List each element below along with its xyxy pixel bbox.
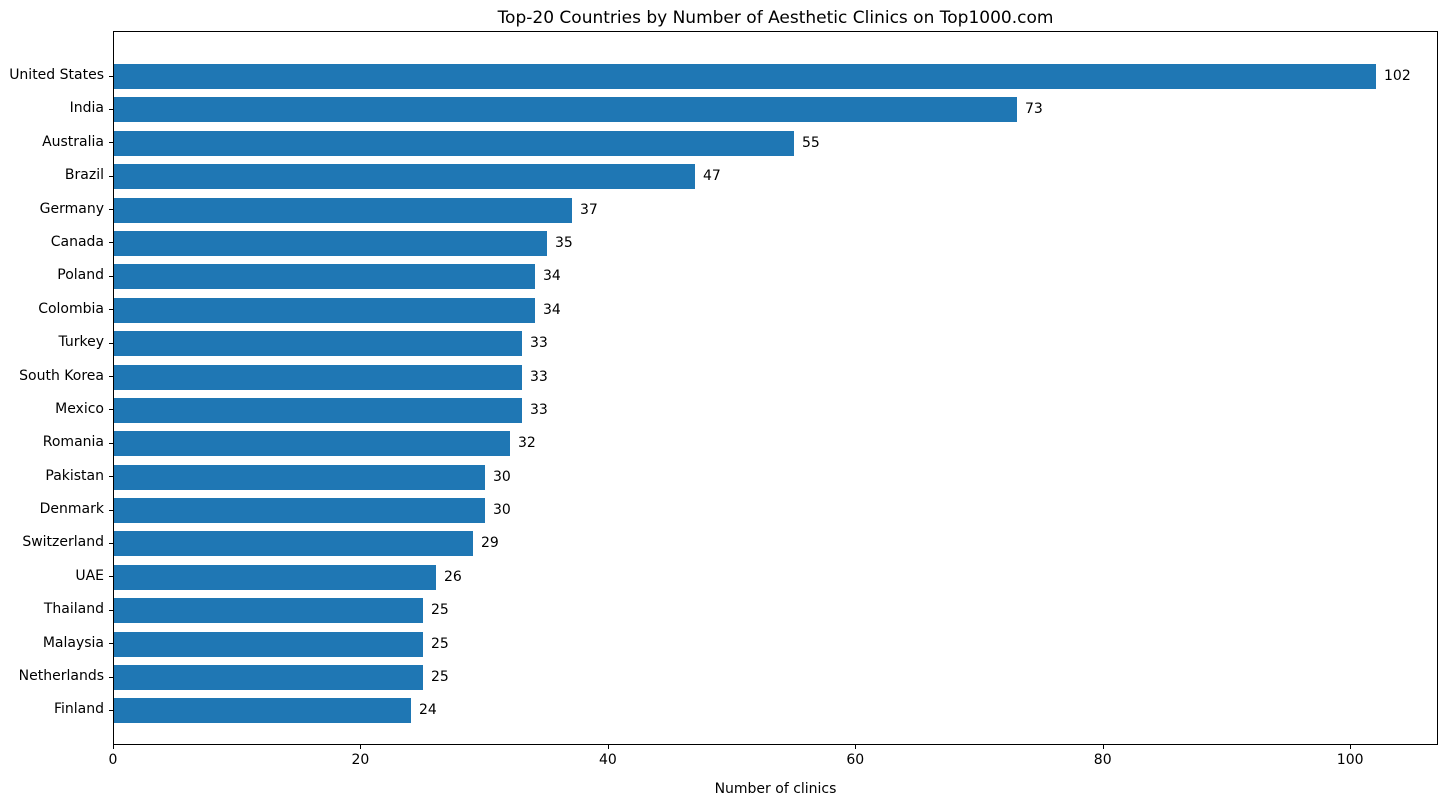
x-tick-mark — [855, 745, 857, 749]
y-tick-mark — [109, 509, 113, 511]
category-label: Malaysia — [42, 634, 104, 651]
category-label: Turkey — [58, 334, 104, 351]
y-tick-mark — [109, 342, 113, 344]
bar-malaysia — [114, 631, 423, 657]
y-tick-mark — [109, 709, 113, 711]
y-tick-mark — [109, 142, 113, 144]
value-label: 55 — [802, 134, 820, 151]
bar-south-korea — [114, 364, 522, 390]
category-label: Mexico — [55, 400, 104, 417]
category-label: Netherlands — [18, 668, 104, 685]
category-label: Colombia — [38, 300, 104, 317]
category-label: Pakistan — [45, 467, 104, 484]
bar-denmark — [114, 498, 485, 524]
x-tick-label: 20 — [351, 752, 370, 768]
value-label: 34 — [543, 301, 561, 318]
bar-australia — [114, 130, 794, 156]
value-label: 102 — [1384, 68, 1411, 84]
value-label: 73 — [1025, 101, 1043, 118]
category-label: Romania — [42, 434, 104, 451]
y-tick-mark — [109, 108, 113, 110]
x-tick-mark — [1102, 745, 1104, 749]
y-tick-mark — [109, 75, 113, 77]
y-tick-mark — [109, 209, 113, 211]
value-label: 32 — [518, 435, 536, 452]
bar-switzerland — [114, 531, 473, 557]
chart-title: Top-20 Countries by Number of Aesthetic … — [497, 8, 1054, 28]
bar-pakistan — [114, 464, 485, 490]
bar-turkey — [114, 331, 522, 357]
value-label: 35 — [555, 234, 573, 251]
value-label: 30 — [493, 468, 511, 485]
y-tick-mark — [109, 542, 113, 544]
category-label: Poland — [57, 267, 104, 284]
x-tick-label: 60 — [846, 752, 865, 768]
value-label: 30 — [493, 502, 511, 519]
bar-romania — [114, 431, 510, 457]
category-label: UAE — [75, 567, 104, 584]
value-label: 33 — [530, 335, 548, 352]
value-label: 26 — [444, 568, 462, 585]
x-tick-mark — [360, 745, 362, 749]
y-tick-mark — [109, 275, 113, 277]
category-label: Finland — [53, 701, 104, 718]
x-tick-label: 40 — [598, 752, 617, 768]
value-label: 25 — [431, 602, 449, 619]
bar-uae — [114, 564, 436, 590]
x-tick-mark — [113, 745, 114, 749]
y-tick-mark — [109, 676, 113, 678]
y-tick-mark — [109, 409, 113, 411]
y-tick-mark — [109, 476, 113, 478]
bar-mexico — [114, 397, 522, 423]
value-label: 37 — [580, 201, 598, 218]
value-label: 34 — [543, 268, 561, 285]
y-tick-mark — [109, 175, 113, 177]
value-label: 47 — [703, 168, 721, 185]
bar-thailand — [114, 598, 423, 624]
value-label: 33 — [530, 368, 548, 385]
category-label: Germany — [39, 200, 104, 217]
bar-poland — [114, 264, 535, 290]
x-tick-mark — [607, 745, 609, 749]
x-tick-label: 100 — [1336, 752, 1364, 768]
x-tick-label: 80 — [1093, 752, 1112, 768]
bar-canada — [114, 230, 547, 256]
category-label: Australia — [42, 133, 104, 150]
y-tick-mark — [109, 576, 113, 578]
x-axis-label: Number of clinics — [714, 781, 837, 797]
value-label: 25 — [431, 635, 449, 652]
category-label: Brazil — [64, 167, 104, 184]
value-label: 29 — [481, 535, 499, 552]
category-label: Denmark — [39, 501, 104, 518]
bar-netherlands — [114, 665, 423, 691]
category-label: India — [69, 100, 104, 117]
value-label: 25 — [431, 669, 449, 686]
bar-brazil — [114, 164, 695, 190]
bar-finland — [114, 698, 411, 724]
bar-united-states — [114, 64, 1376, 89]
bar-germany — [114, 197, 572, 223]
plot-area: 102 73 55 47 37 35 34 34 33 33 33 32 30 30 29 26 25 25 25 2… — [113, 31, 1438, 745]
y-tick-mark — [109, 643, 113, 645]
category-label: Canada — [50, 233, 104, 250]
category-label: South Korea — [19, 367, 104, 384]
value-label: 33 — [530, 401, 548, 418]
bar-india — [114, 97, 1017, 123]
value-label: 24 — [419, 702, 437, 719]
x-tick-mark — [1350, 745, 1352, 749]
category-label: United States — [9, 67, 104, 83]
y-tick-mark — [109, 309, 113, 311]
y-tick-mark — [109, 442, 113, 444]
y-tick-mark — [109, 376, 113, 377]
x-tick-label: 0 — [108, 752, 118, 768]
y-tick-mark — [109, 609, 113, 611]
category-label: Switzerland — [22, 534, 104, 551]
y-tick-mark — [109, 242, 113, 244]
bar-colombia — [114, 297, 535, 323]
category-label: Thailand — [43, 601, 104, 618]
